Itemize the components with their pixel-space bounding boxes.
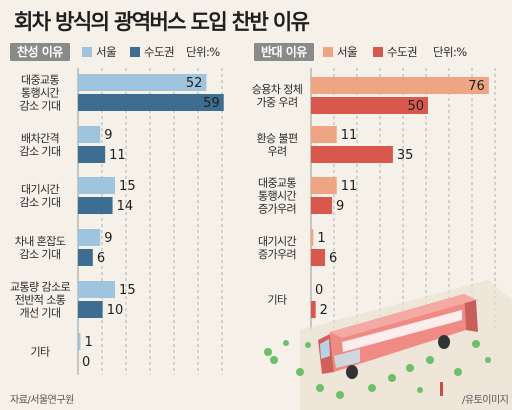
favor-value-label-metro: 14	[117, 199, 134, 214]
oppose-value-label-metro: 35	[397, 148, 414, 163]
chart-title: 회차 방식의 광역버스 도입 찬반 이유	[14, 10, 310, 34]
oppose-value-label-seoul: 11	[341, 179, 358, 194]
favor-legend-metro-label: 수도권	[144, 45, 175, 59]
oppose-legend-metro-label: 수도권	[387, 45, 418, 59]
oppose-category-label: 통행시간	[258, 190, 297, 203]
favor-value-label-seoul: 9	[104, 231, 112, 246]
oppose-bar-seoul	[311, 229, 314, 246]
favor-value-label-seoul: 1	[84, 335, 92, 350]
oppose-category-label: 환승 불편	[257, 132, 298, 145]
oppose-value-label-metro: 6	[329, 251, 337, 266]
oppose-category-label: 기타	[267, 294, 287, 307]
source-note: 자료/서울연구원	[10, 395, 74, 406]
favor-legend-metro: 수도권	[130, 43, 175, 61]
favor-value-label-seoul: 52	[186, 76, 203, 91]
favor-category-label: 대기시간	[21, 183, 60, 196]
favor-bar-metro	[78, 146, 106, 163]
favor-bar-seoul	[78, 229, 101, 246]
favor-category-label: 차내 혼잡도	[15, 235, 66, 248]
favor-value-label-seoul: 9	[104, 128, 112, 143]
favor-metro-swatch	[130, 47, 140, 57]
favor-category-label: 감소 기대	[20, 100, 61, 113]
oppose-unit-note: 단위:%	[433, 45, 467, 59]
favor-legend-seoul: 서울	[82, 43, 117, 61]
favor-bar-seoul	[78, 333, 81, 350]
favor-value-label-metro: 59	[203, 96, 220, 111]
oppose-category-label: 우려	[267, 145, 286, 158]
favor-value-label-metro: 10	[107, 303, 124, 318]
oppose-legend-metro: 수도권	[373, 43, 418, 61]
favor-category-label: 감소 기대	[20, 196, 61, 209]
favor-category-label: 개선 기대	[20, 307, 61, 320]
oppose-panel-title: 반대 이유	[254, 43, 314, 61]
favor-category-label: 교통량 감소로	[10, 281, 70, 294]
oppose-value-label-metro: 50	[407, 99, 424, 114]
oppose-bar-seoul	[311, 77, 489, 94]
favor-bar-seoul	[78, 126, 101, 143]
image-credit: /유토이미지	[462, 395, 509, 406]
favor-seoul-swatch	[82, 47, 92, 57]
favor-value-label-metro: 6	[97, 251, 105, 266]
favor-bar-seoul	[78, 74, 207, 91]
oppose-value-label-seoul: 11	[341, 128, 358, 143]
favor-bar-metro	[78, 94, 224, 111]
favor-bar-seoul	[78, 281, 116, 298]
oppose-value-label-seoul: 76	[468, 79, 485, 94]
oppose-bar-metro	[311, 197, 333, 214]
favor-legend-seoul-label: 서울	[96, 45, 117, 59]
oppose-bar-metro	[311, 301, 316, 318]
oppose-category-label: 대중교통	[258, 177, 297, 190]
oppose-bar-metro	[311, 249, 326, 266]
oppose-value-label-metro: 2	[320, 303, 328, 318]
favor-category-label: 감소 기대	[20, 145, 61, 158]
favor-bar-metro	[78, 197, 113, 214]
oppose-value-label-seoul: 0	[315, 283, 323, 298]
oppose-category-label: 증가우려	[258, 203, 296, 216]
oppose-bar-metro	[311, 146, 393, 163]
favor-value-label-metro: 11	[109, 148, 126, 163]
favor-panel-title: 찬성 이유	[10, 43, 70, 61]
oppose-seoul-swatch	[323, 47, 333, 57]
favor-value-label-seoul: 15	[119, 283, 136, 298]
favor-category-label: 대중교통	[21, 74, 60, 87]
favor-category-label: 기타	[30, 346, 50, 359]
favor-category-label: 감소 기대	[20, 248, 61, 261]
oppose-legend-seoul-label: 서울	[337, 45, 358, 59]
oppose-value-label-seoul: 1	[317, 231, 325, 246]
favor-category-label: 배차간격	[21, 132, 59, 145]
oppose-bar-metro	[311, 97, 428, 114]
oppose-bar-seoul	[311, 126, 337, 143]
oppose-category-label: 가중 우려	[257, 96, 298, 109]
oppose-value-label-metro: 9	[336, 199, 344, 214]
oppose-legend-seoul: 서울	[323, 43, 358, 61]
bus-illustration	[264, 280, 512, 410]
favor-category-label: 통행시간	[21, 87, 60, 100]
favor-bar-metro	[78, 249, 93, 266]
favor-unit-note: 단위:%	[186, 45, 220, 59]
oppose-category-label: 대기시간	[258, 235, 297, 248]
favor-value-label-metro: 0	[82, 355, 90, 370]
favor-value-label-seoul: 15	[119, 179, 136, 194]
oppose-bar-seoul	[311, 177, 337, 194]
favor-bar-seoul	[78, 177, 116, 194]
oppose-category-label: 증가우려	[258, 248, 296, 261]
favor-bar-metro	[78, 301, 103, 318]
oppose-metro-swatch	[373, 47, 383, 57]
favor-category-label: 전반적 소통	[15, 294, 66, 307]
oppose-category-label: 승용차 정체	[252, 83, 303, 96]
